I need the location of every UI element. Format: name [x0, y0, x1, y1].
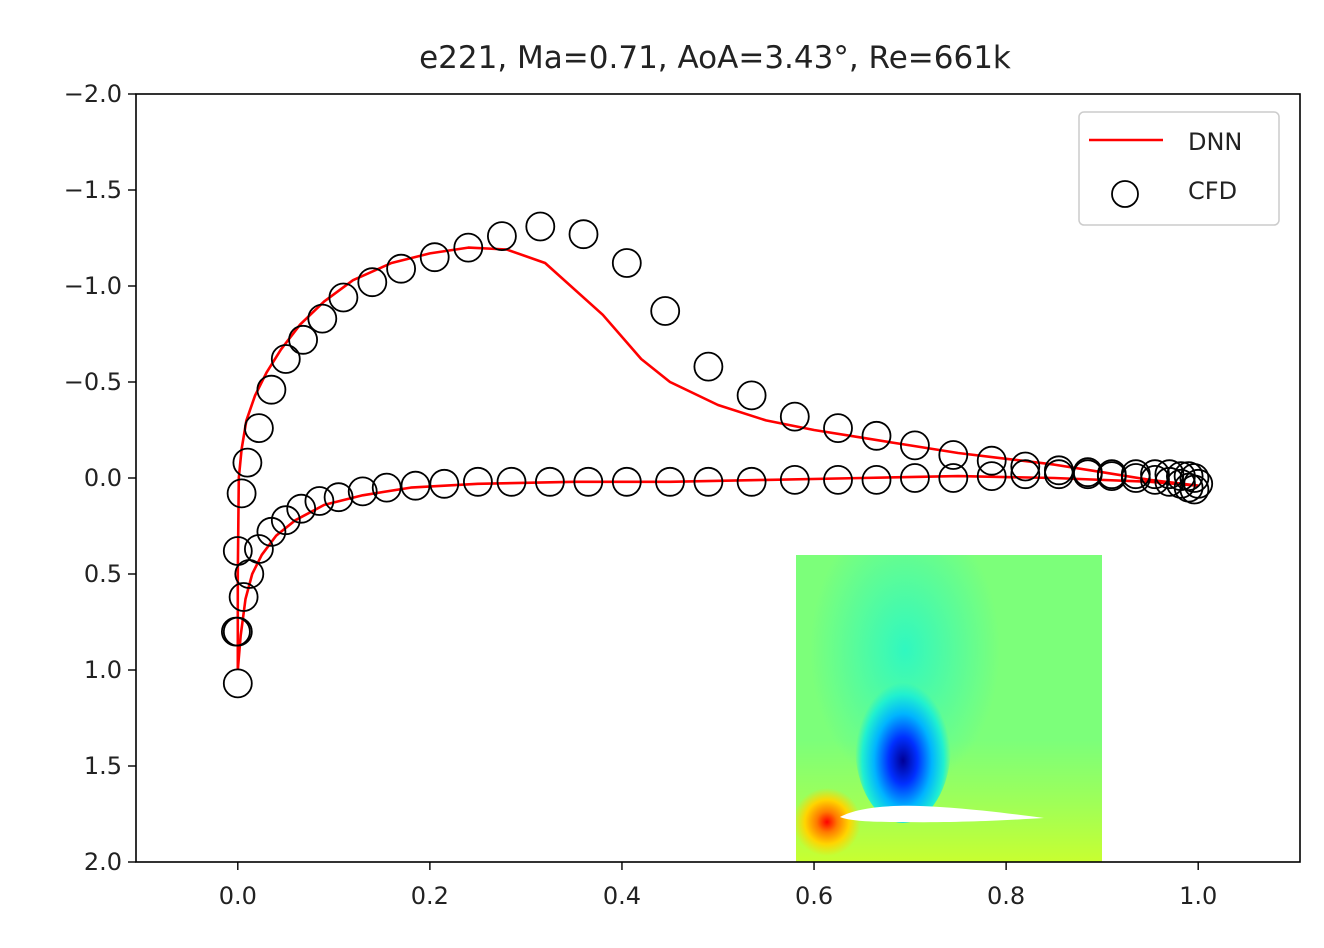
cfd-marker	[1044, 459, 1074, 490]
y-tick-label: 1.0	[84, 656, 122, 684]
legend-cfd-label: CFD	[1188, 177, 1237, 205]
cfd-marker	[222, 616, 253, 647]
cfd-marker	[288, 324, 319, 355]
y-tick-label: 0.5	[84, 560, 122, 588]
y-tick-label: −1.5	[64, 176, 122, 204]
cfd-marker	[736, 380, 767, 411]
cfd-marker	[938, 440, 969, 470]
x-tick-label: 1.0	[1179, 882, 1217, 910]
cfd-marker	[568, 219, 599, 250]
cfd-marker	[1096, 461, 1127, 492]
cfd-marker	[270, 344, 301, 374]
cfd-marker	[736, 466, 767, 497]
cfd-marker	[270, 505, 301, 536]
cfd-marker	[347, 476, 378, 507]
dnn-line	[236, 474, 1199, 671]
cfd-marker	[1072, 459, 1103, 490]
cfd-marker	[1010, 451, 1041, 482]
cfd-marker	[243, 413, 274, 444]
cfd-marker	[371, 472, 402, 503]
x-tick-label: 0.2	[411, 882, 449, 910]
cfd-marker	[453, 232, 484, 263]
cfd-marker	[357, 267, 388, 298]
cfd-marker	[861, 464, 892, 495]
cfd-marker	[650, 296, 681, 326]
cfd-marker	[232, 447, 263, 478]
cfd-marker	[573, 466, 604, 497]
cfd-marker	[307, 303, 338, 334]
cfd-marker	[976, 461, 1007, 492]
cfd-marker	[779, 401, 810, 432]
cfd-marker	[1120, 463, 1151, 493]
cfd-marker	[462, 466, 493, 497]
cfd-marker	[611, 466, 642, 497]
y-tick-label: −2.0	[64, 80, 122, 108]
cfd-marker	[823, 413, 853, 444]
cfd-marker	[256, 374, 287, 405]
legend-box	[1078, 111, 1280, 226]
cfd-marker	[496, 466, 527, 497]
legend-cfd-swatch	[1111, 180, 1139, 208]
cfd-marker	[693, 351, 724, 382]
dnn-line	[236, 246, 1199, 670]
chart-title: e221, Ma=0.71, AoA=3.43°, Re=661k	[419, 40, 1011, 76]
cfd-marker	[243, 534, 274, 564]
cfd-marker	[286, 493, 317, 524]
x-tick-label: 0.0	[219, 882, 257, 910]
cfd-marker	[535, 466, 565, 497]
cfd-marker	[900, 463, 930, 493]
y-tick-label: 1.5	[84, 752, 122, 780]
cfd-marker	[222, 668, 253, 699]
cfd-marker	[1010, 459, 1041, 490]
cfd-marker	[228, 582, 259, 612]
y-tick-label: −1.0	[64, 272, 122, 300]
x-tick-label: 0.6	[795, 882, 833, 910]
cfd-marker	[779, 464, 810, 495]
cfd-marker	[400, 470, 431, 501]
cfd-marker	[611, 248, 642, 278]
cfd-marker	[525, 211, 556, 242]
cfd-marker	[304, 486, 335, 516]
cfd-marker	[323, 482, 354, 513]
cfd-marker	[429, 468, 460, 499]
y-tick-label: −0.5	[64, 368, 122, 396]
cfd-marker	[861, 420, 892, 451]
y-tick-label: 0.0	[84, 464, 122, 492]
x-tick-label: 0.4	[603, 882, 641, 910]
cfd-marker	[419, 242, 450, 273]
cfd-marker	[1179, 474, 1210, 505]
cfd-marker	[486, 221, 517, 252]
airfoil-shape	[840, 805, 1044, 823]
cfd-marker	[1166, 468, 1196, 499]
cfd-marker	[1140, 464, 1170, 495]
cfd-marker	[1140, 459, 1170, 490]
x-tick-label: 0.8	[987, 882, 1025, 910]
legend: DNN CFD	[1078, 111, 1280, 226]
legend-dnn-label: DNN	[1188, 128, 1242, 156]
cfd-marker	[900, 430, 930, 461]
cfd-marker	[1179, 463, 1210, 493]
cfd-marker	[693, 466, 724, 497]
cfd-marker	[220, 616, 251, 647]
cfd-marker	[655, 466, 685, 497]
y-tick-label: 2.0	[84, 848, 122, 876]
inset-heatmap	[796, 555, 1102, 862]
cfd-marker	[386, 253, 417, 284]
cfd-marker	[976, 445, 1007, 476]
cfd-marker	[226, 478, 257, 509]
cfd-marker	[328, 282, 359, 313]
cfd-marker	[823, 464, 853, 495]
cfd-marker	[938, 463, 969, 493]
